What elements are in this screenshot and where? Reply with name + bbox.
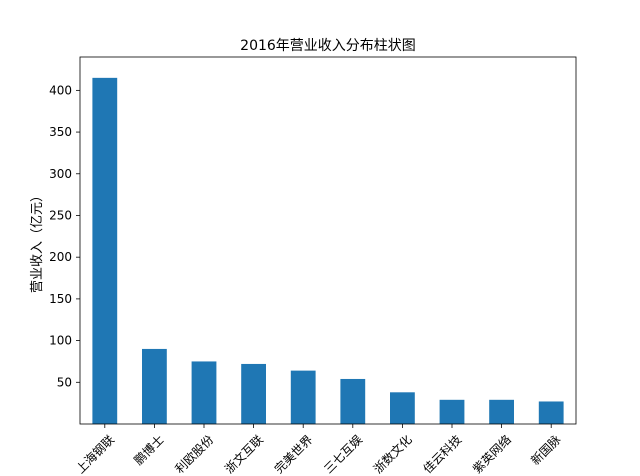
bar-1 xyxy=(92,77,118,425)
chart-title: 2016年营业收入分布柱状图 xyxy=(240,38,416,54)
y-tick-label: 250 xyxy=(49,208,72,222)
bar-10 xyxy=(538,401,564,424)
bar-3 xyxy=(191,361,217,424)
y-tick-label: 100 xyxy=(49,334,72,348)
y-tick-label: 300 xyxy=(49,167,72,181)
x-tick-label: 紫英网络 xyxy=(469,432,514,476)
bars-group xyxy=(92,77,564,425)
x-tick-label: 三七互娱 xyxy=(321,432,365,476)
bar-5 xyxy=(290,370,316,424)
y-tick-label: 400 xyxy=(49,83,72,97)
x-ticks-group: 上海钢联 鹏博士 利欧股份 浙文互联 完美世界 三七互娱 浙数文化 佳云科技 紫英网络 新国脉 xyxy=(73,424,564,476)
bar-7 xyxy=(390,392,415,424)
bar-2 xyxy=(142,348,167,424)
y-axis-label: 营业收入（亿元） xyxy=(30,189,45,293)
x-tick-label: 完美世界 xyxy=(271,432,316,476)
y-tick-label: 350 xyxy=(49,125,72,139)
x-tick-label: 上海钢联 xyxy=(73,432,118,476)
x-tick-label: 浙文互联 xyxy=(221,432,266,476)
y-tick-label: 50 xyxy=(57,375,72,389)
bar-6 xyxy=(340,378,366,424)
plot-frame xyxy=(79,56,577,425)
x-tick-label: 鹏博士 xyxy=(131,432,167,468)
x-tick-label: 利欧股份 xyxy=(172,432,216,476)
bar-9 xyxy=(489,399,514,424)
x-tick-label: 浙数文化 xyxy=(370,432,415,476)
y-tick-label: 200 xyxy=(49,250,72,264)
y-tick-label: 150 xyxy=(49,292,72,306)
y-ticks-group: 50 100 150 200 250 300 350 400 xyxy=(49,83,80,389)
x-tick-label: 新国脉 xyxy=(527,432,563,468)
x-tick-label: 佳云科技 xyxy=(420,432,464,476)
bar-4 xyxy=(241,363,266,424)
bar-8 xyxy=(439,399,465,424)
